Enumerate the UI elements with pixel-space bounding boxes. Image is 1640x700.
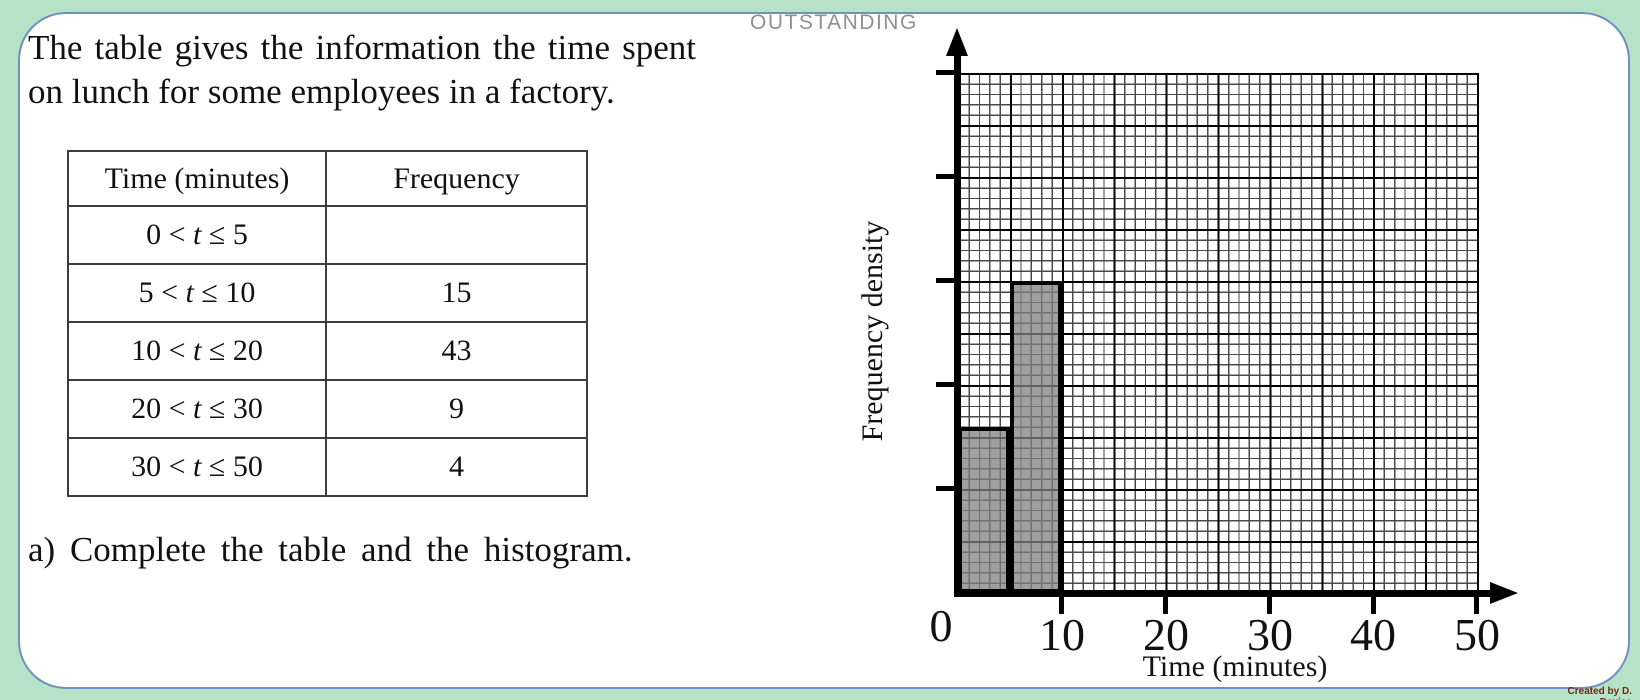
interval-cell: 20 < t ≤ 30 bbox=[67, 379, 327, 439]
watermark-outstanding: OUTSTANDING bbox=[750, 11, 918, 34]
table-row: 20 < t ≤ 30 9 bbox=[67, 379, 588, 439]
y-tick bbox=[936, 382, 958, 387]
x-tick-label: 0 bbox=[929, 600, 953, 651]
y-axis-arrow-icon bbox=[946, 28, 968, 56]
y-tick bbox=[936, 278, 958, 283]
x-axis-label: Time (minutes) bbox=[1142, 650, 1328, 683]
interval-var: t bbox=[193, 218, 202, 251]
x-tick bbox=[1371, 597, 1376, 614]
interval-var: t bbox=[193, 334, 202, 367]
interval-var: t bbox=[185, 276, 194, 309]
interval-lo: 0 < bbox=[146, 218, 194, 251]
table-row: 30 < t ≤ 50 4 bbox=[67, 437, 588, 497]
x-axis-arrow-icon bbox=[1490, 582, 1518, 604]
table-row: 0 < t ≤ 5 bbox=[67, 205, 588, 265]
x-tick bbox=[1163, 597, 1168, 614]
interval-hi: ≤ 20 bbox=[201, 334, 263, 367]
interval-lo: 30 < bbox=[131, 450, 194, 483]
interval-cell: 30 < t ≤ 50 bbox=[67, 437, 327, 497]
credit-text: Created by D. Davies bbox=[1567, 686, 1632, 700]
x-tick-label: 40 bbox=[1350, 609, 1396, 660]
interval-cell: 0 < t ≤ 5 bbox=[67, 205, 327, 265]
x-tick-label: 50 bbox=[1454, 609, 1500, 660]
interval-hi: ≤ 5 bbox=[201, 218, 248, 251]
header-time: Time (minutes) bbox=[67, 150, 327, 207]
x-tick-label: 10 bbox=[1039, 609, 1085, 660]
table-row: 5 < t ≤ 10 15 bbox=[67, 263, 588, 323]
x-tick bbox=[1474, 597, 1479, 614]
x-tick bbox=[1267, 597, 1272, 614]
interval-hi: ≤ 30 bbox=[201, 392, 263, 425]
frequency-table: Time (minutes) Frequency 0 < t ≤ 5 5 < t… bbox=[67, 150, 588, 497]
interval-lo: 20 < bbox=[131, 392, 194, 425]
interval-cell: 10 < t ≤ 20 bbox=[67, 321, 327, 381]
header-frequency: Frequency bbox=[325, 150, 588, 207]
interval-var: t bbox=[193, 392, 202, 425]
interval-cell: 5 < t ≤ 10 bbox=[67, 263, 327, 323]
y-tick bbox=[936, 174, 958, 179]
problem-statement: The table gives the information the time… bbox=[28, 28, 696, 111]
x-axis bbox=[954, 590, 1502, 597]
table-row: 10 < t ≤ 20 43 bbox=[67, 321, 588, 381]
frequency-cell: 4 bbox=[325, 437, 588, 497]
frequency-cell-blank bbox=[325, 205, 588, 265]
x-tick-label: 20 bbox=[1143, 609, 1189, 660]
x-tick bbox=[1059, 597, 1064, 614]
frequency-cell: 9 bbox=[325, 379, 588, 439]
table-header-row: Time (minutes) Frequency bbox=[67, 150, 588, 207]
y-tick bbox=[936, 70, 958, 75]
interval-lo: 5 < bbox=[138, 276, 186, 309]
y-axis-label: Frequency density bbox=[856, 220, 889, 442]
y-axis bbox=[954, 50, 961, 597]
frequency-cell: 15 bbox=[325, 263, 588, 323]
x-tick-label: 30 bbox=[1247, 609, 1293, 660]
interval-hi: ≤ 50 bbox=[201, 450, 263, 483]
frequency-cell: 43 bbox=[325, 321, 588, 381]
histogram-bar bbox=[1009, 281, 1062, 593]
histogram-bar bbox=[958, 426, 1010, 593]
y-tick bbox=[936, 486, 958, 491]
question-a: a) Complete the table and the histogram. bbox=[28, 530, 633, 569]
interval-lo: 10 < bbox=[131, 334, 194, 367]
interval-hi: ≤ 10 bbox=[193, 276, 256, 309]
interval-var: t bbox=[193, 450, 202, 483]
